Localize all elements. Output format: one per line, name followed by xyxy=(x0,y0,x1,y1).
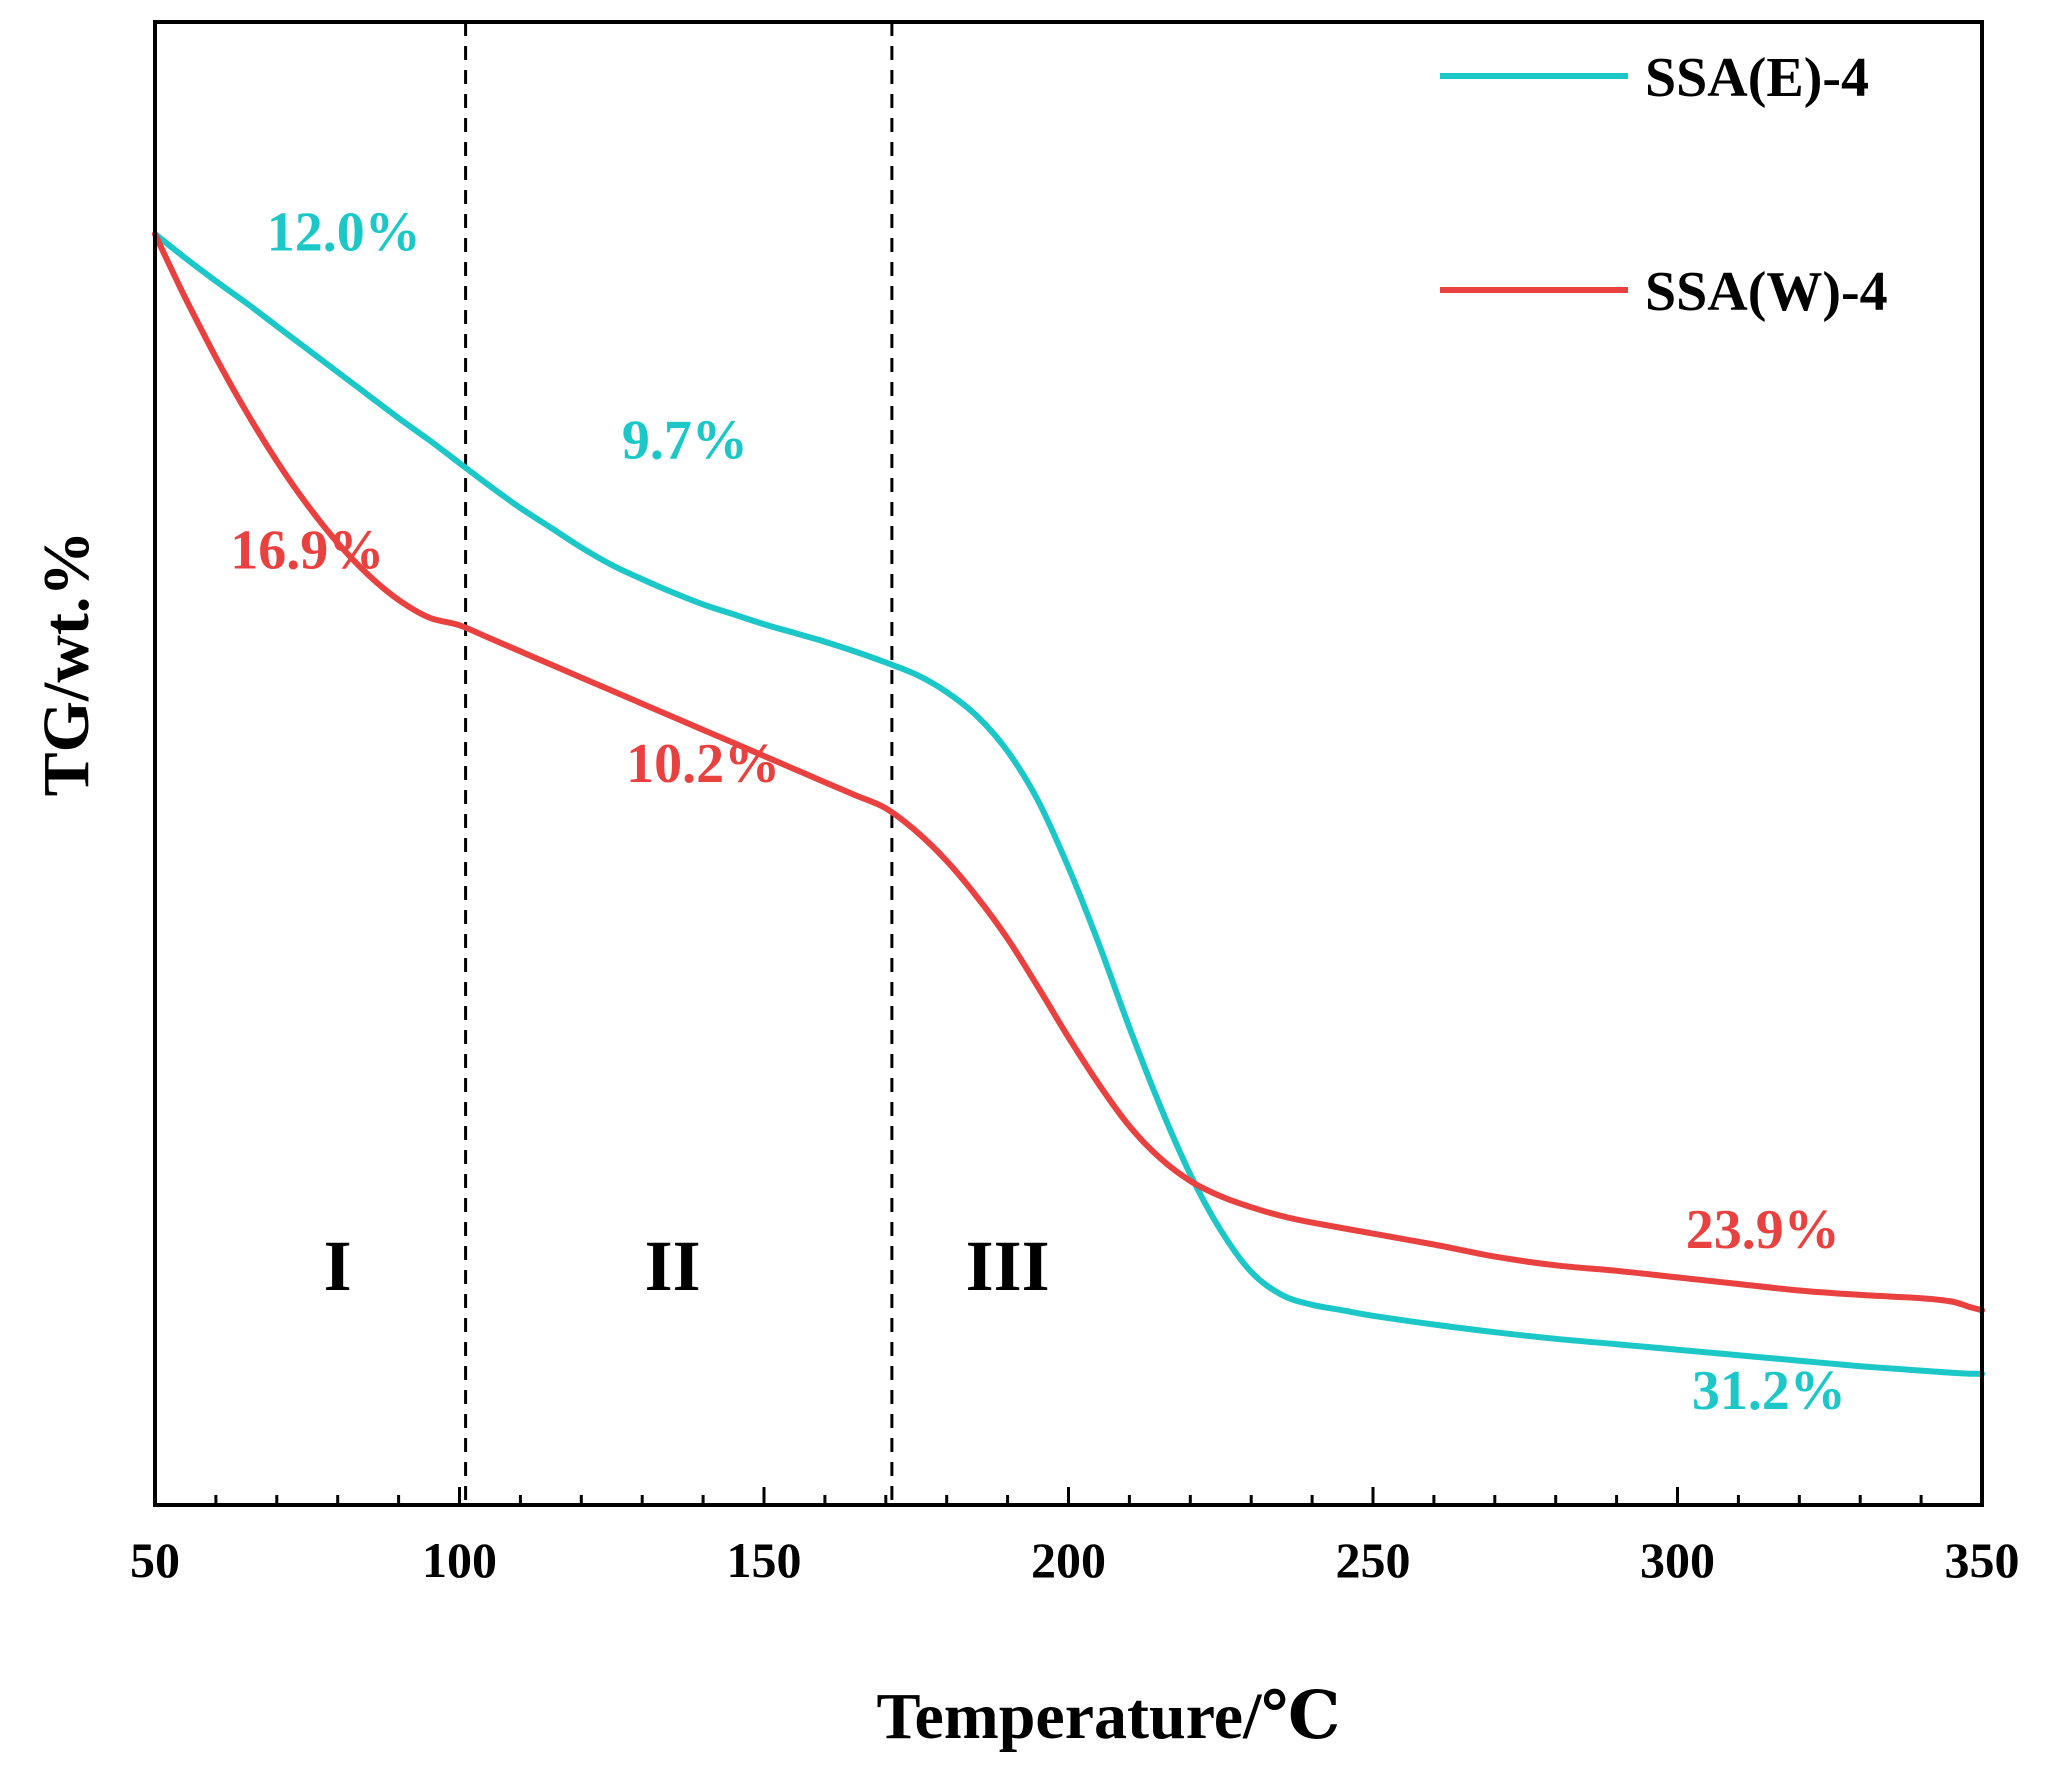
x-tick-label: 300 xyxy=(1640,1532,1715,1588)
x-tick-label: 50 xyxy=(130,1532,180,1588)
annotation-1: 12.0% xyxy=(267,201,421,263)
x-tick-label: 350 xyxy=(1945,1532,2020,1588)
legend-item-1: SSA(E)-4 xyxy=(1440,47,1869,109)
series-line-ssa-e-4 xyxy=(152,231,1985,1377)
x-tick-label: 250 xyxy=(1336,1532,1411,1588)
annotation-6: 31.2% xyxy=(1692,1360,1846,1422)
legend-label: SSA(E)-4 xyxy=(1645,47,1869,109)
x-tick-label: 200 xyxy=(1031,1532,1106,1588)
annotation-3: 9.7% xyxy=(622,410,748,472)
region-label-3: III xyxy=(966,1226,1050,1306)
annotation-5: 23.9% xyxy=(1686,1199,1840,1261)
series-line-ssa-w-4 xyxy=(152,231,1985,1314)
x-axis-title: Temperature/℃ xyxy=(876,1680,1340,1753)
legend-label: SSA(W)-4 xyxy=(1645,261,1888,323)
x-tick-label: 150 xyxy=(727,1532,802,1588)
plot-area: I II III xyxy=(324,22,1050,1505)
annotation-layer: 12.0% 16.9% 9.7% 10.2% 23.9% 31.2% xyxy=(230,201,1846,1421)
annotation-2: 16.9% xyxy=(230,519,384,581)
region-label-1: I xyxy=(324,1226,352,1306)
annotation-4: 10.2% xyxy=(626,733,780,795)
series-layer xyxy=(152,231,1985,1377)
y-axis-title: TG/wt.% xyxy=(30,531,103,797)
axes-layer: 50 100 150 200 250 300 350 Temperature/℃ TG/wt.% xyxy=(30,20,2020,1753)
region-label-2: II xyxy=(645,1226,701,1306)
legend: SSA(E)-4 SSA(W)-4 xyxy=(1440,47,1888,323)
legend-item-2: SSA(W)-4 xyxy=(1440,261,1888,323)
x-tick-label: 100 xyxy=(422,1532,497,1588)
